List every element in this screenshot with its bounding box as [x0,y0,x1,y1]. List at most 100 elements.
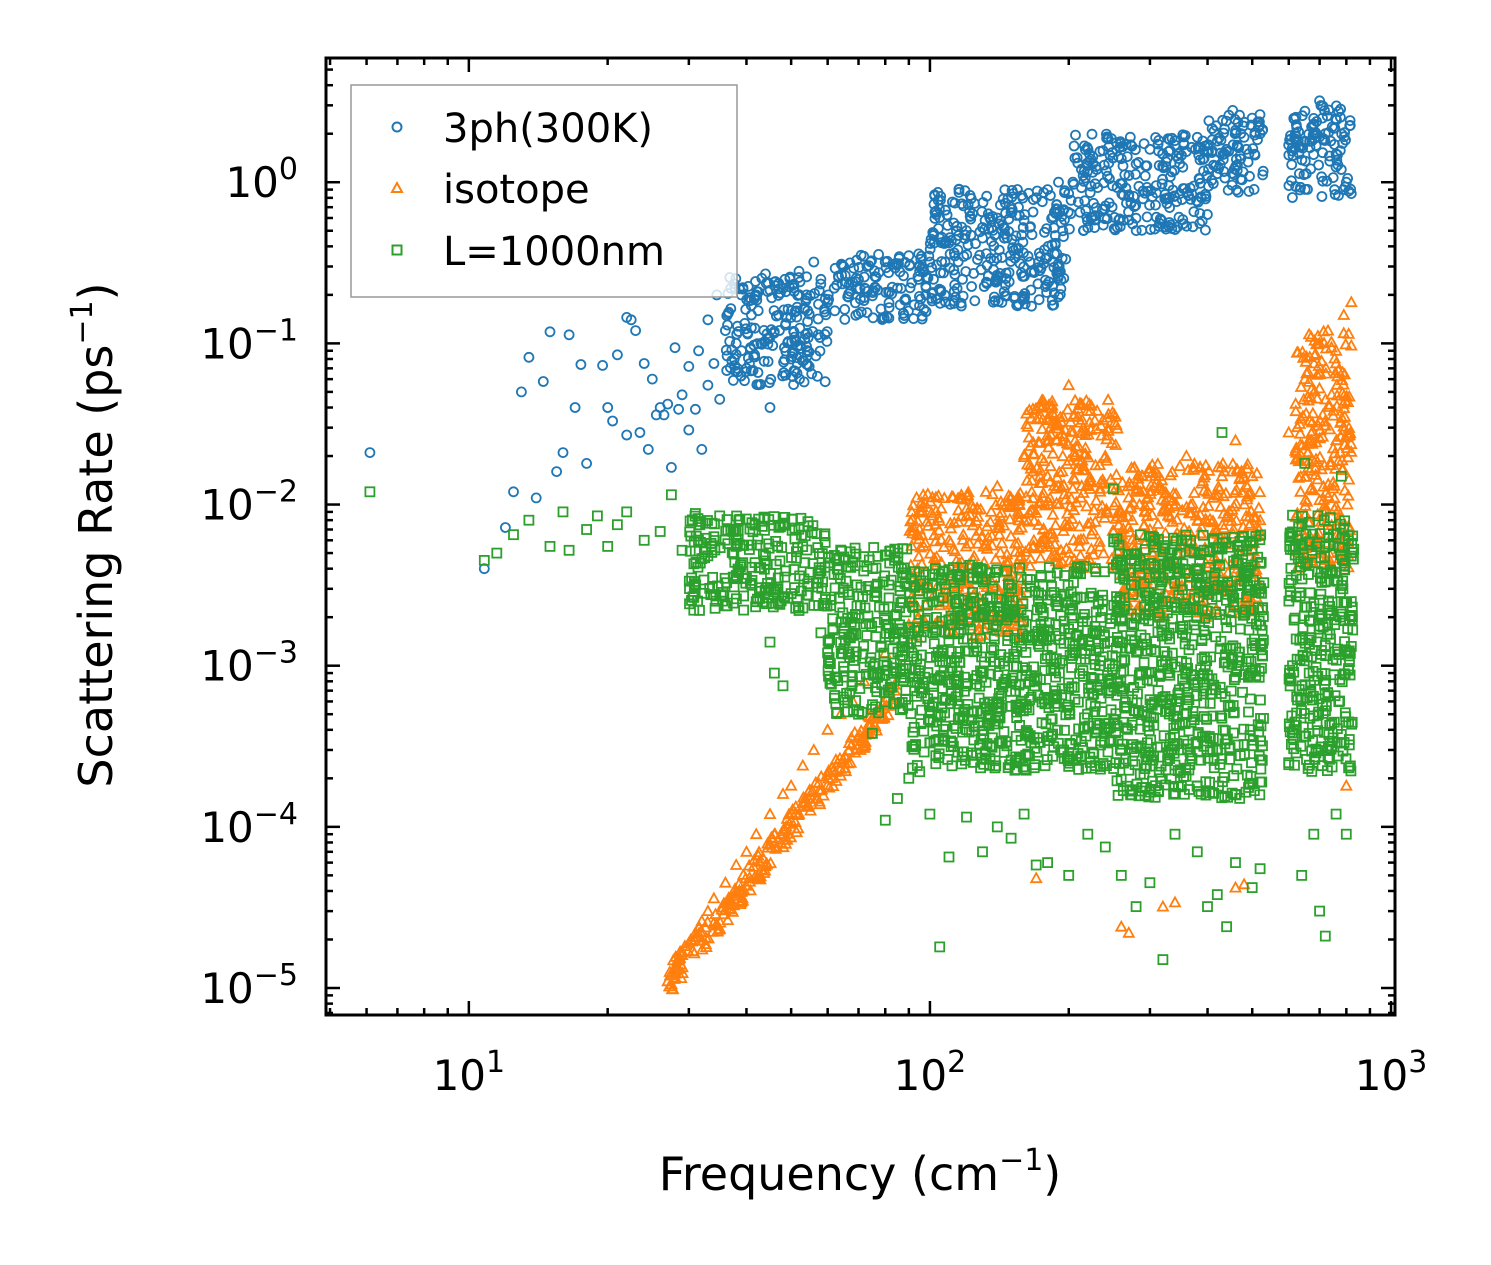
data-point-dense [981,248,992,260]
data-point-dense [816,788,830,801]
data-point-dense [1025,473,1039,486]
data-point-dense [842,697,854,709]
data-point-dense [971,502,985,515]
data-point-dense [1015,520,1029,533]
data-point [1254,128,1266,140]
data-point-dense [743,295,755,307]
data-point-dense [1091,681,1103,693]
data-point-dense [1040,253,1051,265]
data-point [741,362,752,374]
data-point [702,379,714,391]
data-point-dense [999,290,1011,302]
data-point-dense [1049,248,1060,260]
data-point-dense [1008,648,1020,660]
data-point-dense [1128,201,1140,213]
data-point [1215,469,1229,482]
data-point-dense [838,749,852,762]
data-point-dense [1208,679,1220,691]
data-point-dense [788,365,800,377]
data-point-dense [882,684,894,696]
data-point [1314,95,1325,107]
data-point-dense [1215,688,1227,699]
data-point-dense [882,618,894,630]
data-point-dense [971,645,983,657]
data-point-dense [1156,595,1168,607]
data-point-dense [951,568,963,580]
data-point-dense [1083,482,1097,494]
data-point-dense [933,595,945,607]
data-point-dense [1318,561,1330,573]
data-point-dense [863,581,874,592]
data-point-dense [886,288,898,300]
data-point-dense [867,290,878,302]
data-point-dense [1003,276,1015,288]
data-point-dense [1095,761,1106,772]
data-point-dense [1337,419,1351,432]
data-point-dense [936,702,948,714]
data-point-dense [1028,674,1040,685]
data-point [838,261,850,272]
data-point-dense [835,637,846,648]
data-point-dense [993,702,1005,714]
data-point-dense [778,367,790,379]
data-point-dense [1310,368,1324,380]
data-point-dense [1228,485,1242,498]
data-point [1144,143,1156,155]
data-point-dense [737,883,751,896]
data-point-dense [843,291,854,303]
data-point [696,443,708,455]
data-point-dense [1081,450,1095,463]
data-point-dense [1346,547,1358,558]
data-point-dense [820,309,832,321]
data-point-dense [980,276,992,288]
data-point-dense [982,208,994,220]
data-point-dense [934,501,948,514]
data-point-dense [1239,749,1250,760]
data-point-dense [1243,584,1255,596]
data-point-dense [938,665,950,677]
data-point-dense [1322,397,1336,410]
data-point-dense [1150,571,1162,583]
data-point-dense [1181,692,1193,703]
data-point [508,486,519,498]
data-point-dense [875,712,889,724]
data-point-dense [1155,215,1167,226]
data-point-dense [1055,610,1066,622]
data-point-dense [1066,681,1078,693]
data-point-dense [1054,657,1066,669]
data-point-dense [986,235,997,247]
data-point [1114,919,1128,932]
data-point-dense [948,286,960,297]
data-point-dense [928,534,943,547]
data-point-dense [721,365,733,376]
data-point-dense [1148,719,1160,731]
data-point-dense [985,538,999,551]
data-point-dense [807,326,818,337]
data-point-dense [761,328,773,340]
data-point-dense [1117,160,1129,172]
data-point-dense [690,530,702,542]
data-point-dense [1019,763,1031,775]
data-point-dense [1162,557,1174,569]
data-point-dense [1072,157,1084,169]
data-point-dense [767,601,779,613]
data-point-dense [1101,213,1113,225]
data-point-dense [936,572,948,584]
data-point-dense [943,614,955,626]
data-point-dense [1040,428,1054,441]
data-point-dense [1155,741,1166,753]
data-point-dense [936,648,948,659]
data-point-dense [1068,472,1082,485]
data-point-dense [1160,779,1172,791]
data-point-dense [1202,209,1213,220]
data-point-dense [1228,674,1240,685]
data-point-dense [1322,617,1333,629]
data-point-dense [1301,390,1315,402]
data-point [892,282,903,294]
data-point-dense [1315,100,1327,111]
data-point-dense [1120,753,1132,765]
data-point-dense [949,269,961,280]
data-point-dense [728,597,739,609]
data-point [746,309,757,321]
data-point-dense [897,596,908,608]
